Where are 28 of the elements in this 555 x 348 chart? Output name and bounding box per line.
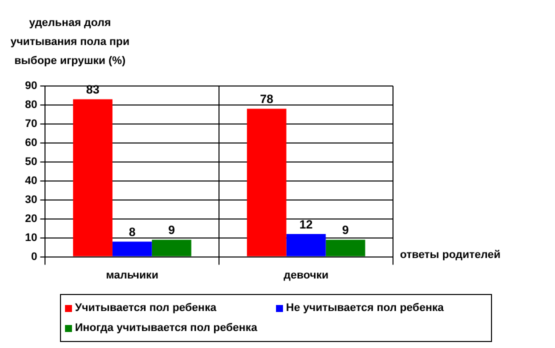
y-tick-label: 20 bbox=[24, 212, 38, 225]
x-tick-label: девочки bbox=[284, 269, 328, 282]
data-label: 8 bbox=[128, 224, 136, 239]
y-tick-label: 40 bbox=[24, 174, 38, 187]
data-label: 9 bbox=[342, 223, 350, 238]
y-axis-title: удельная доля учитывания пола при выборе игрушки (%) bbox=[9, 16, 131, 69]
bar bbox=[112, 242, 152, 256]
y-tick-label: 70 bbox=[24, 118, 38, 130]
bar bbox=[326, 240, 366, 256]
y-tick-label: 0 bbox=[31, 250, 38, 263]
legend-label: Иногда учитывается пол ребенка bbox=[75, 322, 258, 334]
legend-label: Не учитывается пол ребенка bbox=[286, 302, 444, 314]
y-tick-label: 50 bbox=[24, 156, 38, 168]
x-tick-label: мальчики bbox=[106, 269, 158, 282]
y-tick-label: 10 bbox=[24, 232, 38, 244]
bar bbox=[152, 240, 192, 256]
y-tick-label: 80 bbox=[24, 99, 38, 112]
bar bbox=[246, 108, 286, 256]
bar bbox=[286, 234, 326, 256]
y-tick-label: 90 bbox=[24, 80, 38, 92]
y-tick-label: 60 bbox=[24, 136, 38, 149]
legend-label: Учитывается пол ребенка bbox=[75, 302, 216, 314]
bar bbox=[73, 99, 112, 256]
data-label: 9 bbox=[168, 223, 176, 238]
data-label: 78 bbox=[260, 92, 274, 106]
x-axis-title: ответы родителей bbox=[400, 249, 501, 261]
data-label: 12 bbox=[299, 217, 314, 232]
y-tick-label: 30 bbox=[24, 194, 38, 206]
